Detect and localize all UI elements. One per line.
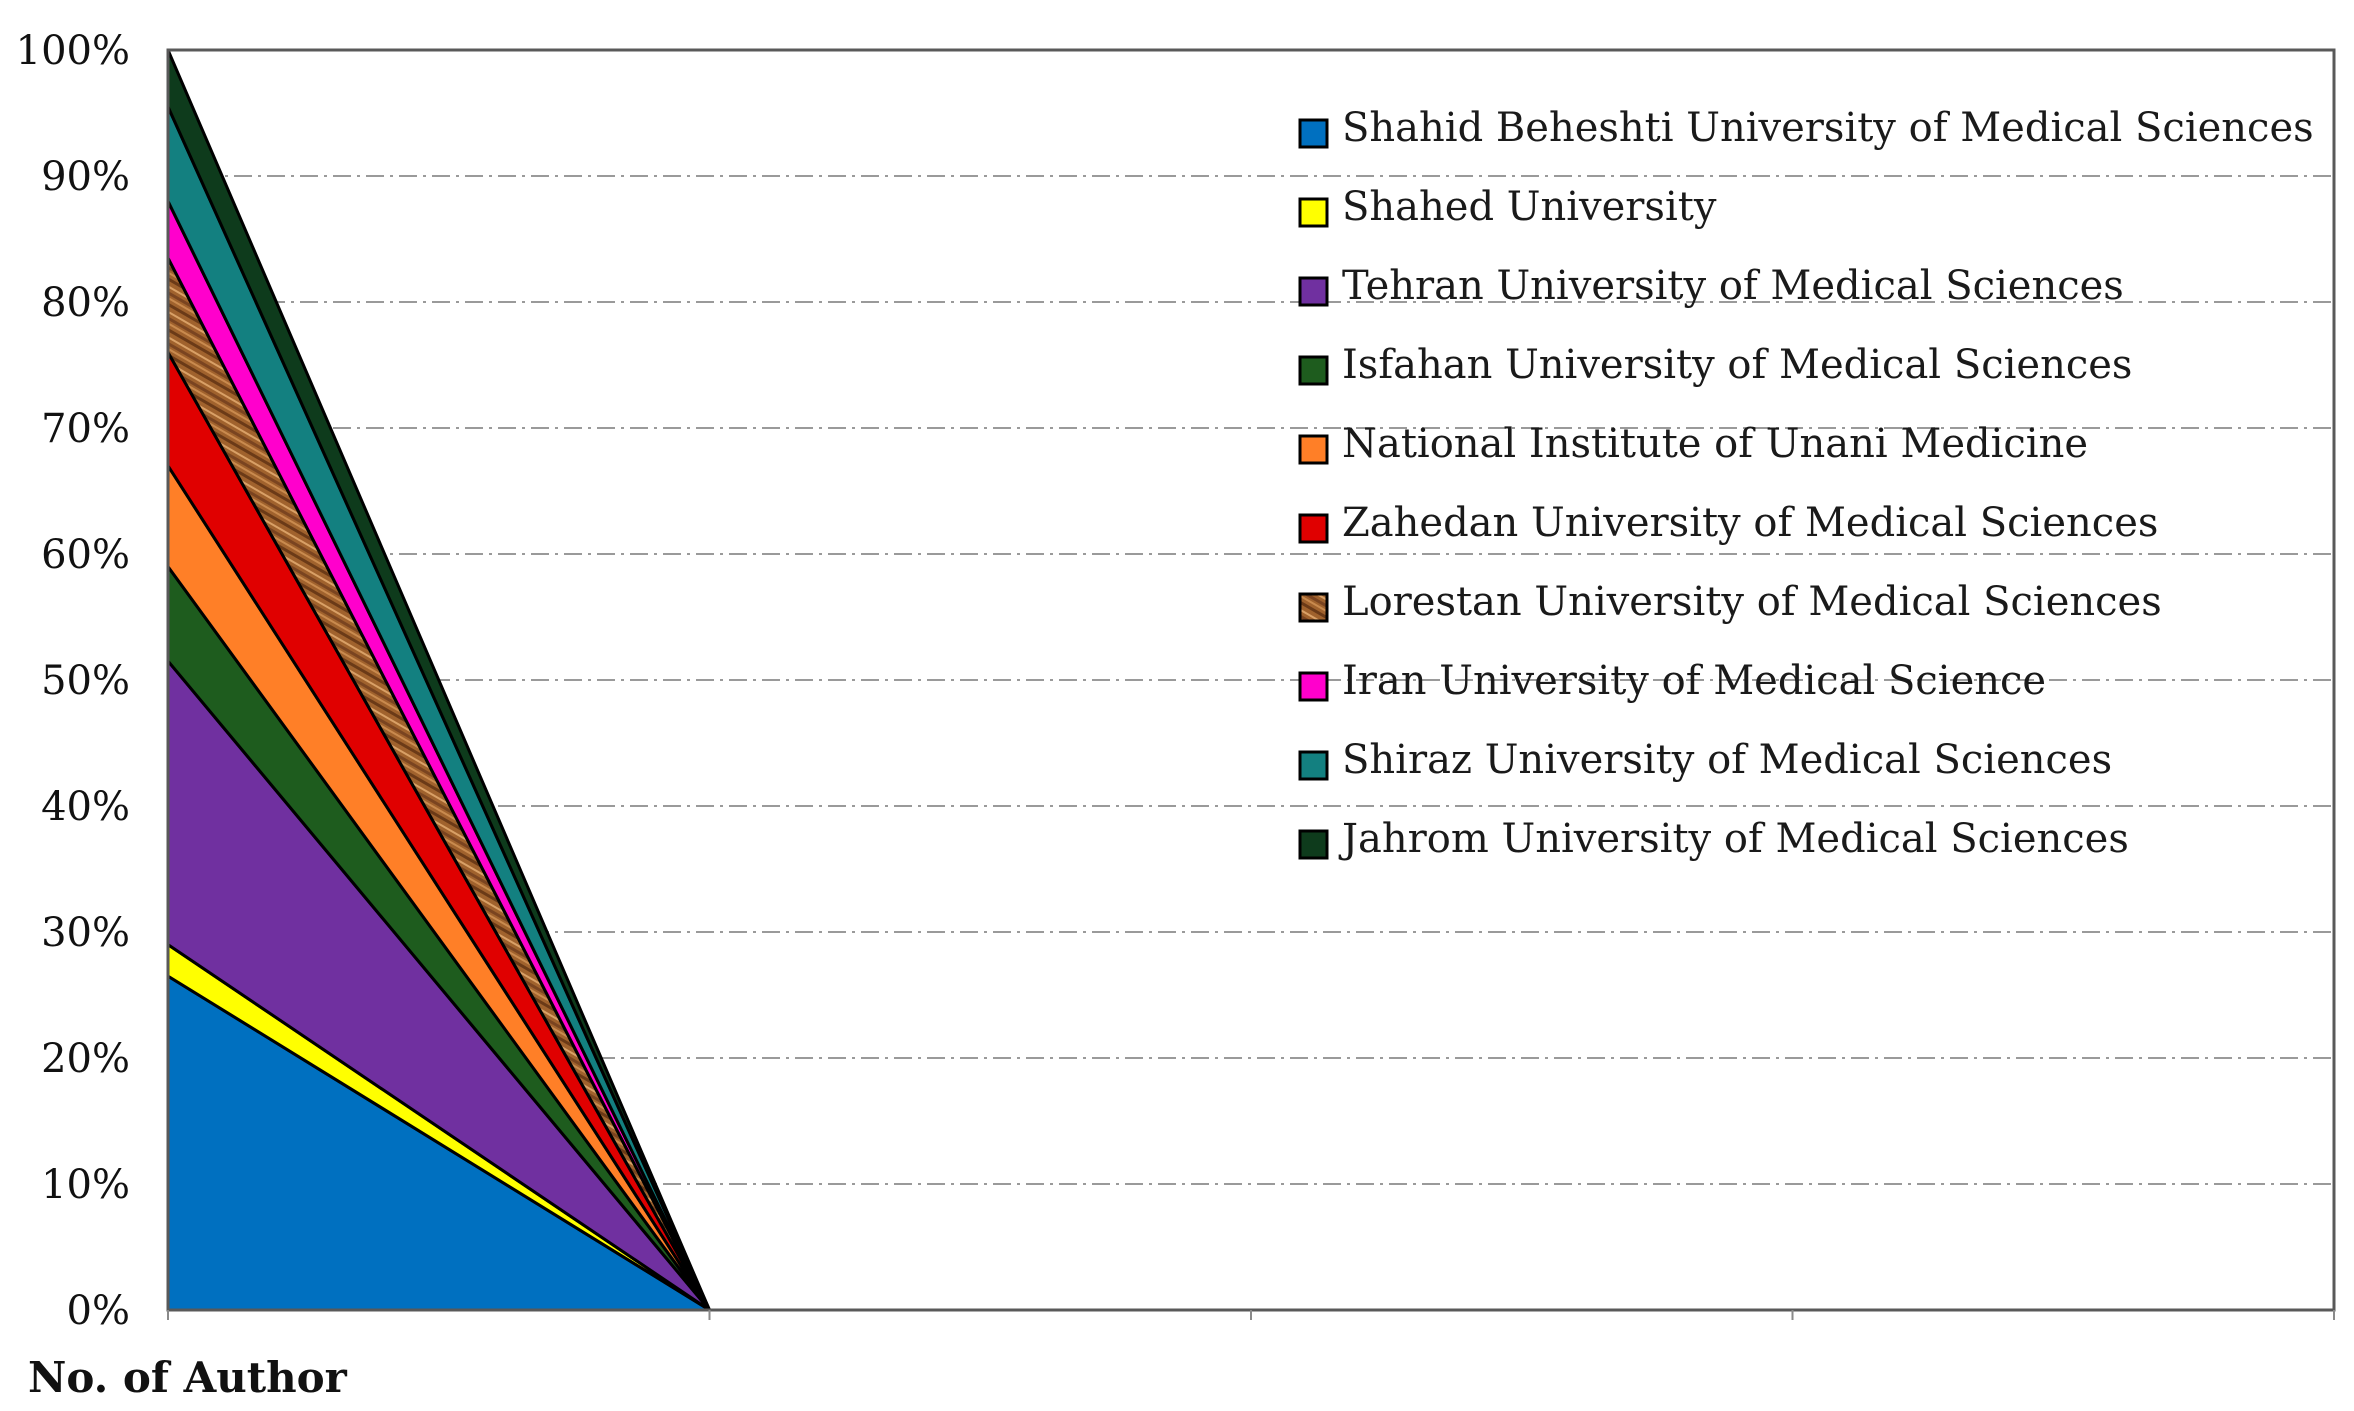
legend-label: Isfahan University of Medical Sciences xyxy=(1342,342,2132,388)
area-series xyxy=(166,48,1794,1312)
y-tick-label: 10% xyxy=(41,1162,130,1208)
y-tick-label: 60% xyxy=(41,532,130,578)
y-tick-label: 90% xyxy=(41,154,130,200)
x-axis-label: No. of Author xyxy=(28,1353,348,1402)
y-tick-label: 80% xyxy=(41,280,130,326)
legend-label: Shahid Beheshti University of Medical Sc… xyxy=(1342,105,2314,151)
legend-label: National Institute of Unani Medicine xyxy=(1342,421,2088,467)
legend-label: Jahrom University of Medical Sciences xyxy=(1338,816,2129,862)
legend-label: Tehran University of Medical Sciences xyxy=(1342,263,2124,309)
legend-swatch xyxy=(1298,592,1329,623)
gridlines xyxy=(168,175,2334,1185)
y-tick-label: 40% xyxy=(41,784,130,830)
legend-swatch xyxy=(1298,355,1329,386)
legend-swatch xyxy=(1298,829,1329,860)
y-axis-tick-labels: 0% 10% 20% 30% 40% 50% 60% 70% 80% 90% 100% xyxy=(16,28,130,1334)
legend-swatch xyxy=(1298,434,1329,465)
y-tick-label: 20% xyxy=(41,1036,130,1082)
y-tick-label: 30% xyxy=(41,910,130,956)
legend-swatch xyxy=(1298,276,1329,307)
legend-swatch xyxy=(1298,671,1329,702)
legend-swatch xyxy=(1298,513,1329,544)
x-axis-ticks xyxy=(167,1310,2335,1320)
y-tick-label: 0% xyxy=(67,1288,130,1334)
legend-label: Iran University of Medical Science xyxy=(1342,658,2046,704)
y-tick-label: 70% xyxy=(41,406,130,452)
legend-label: Shiraz University of Medical Sciences xyxy=(1342,737,2112,783)
legend-swatch xyxy=(1298,197,1329,228)
legend: Shahid Beheshti University of Medical Sc… xyxy=(1298,105,2314,862)
legend-swatch xyxy=(1298,750,1329,781)
legend-label: Zahedan University of Medical Sciences xyxy=(1342,500,2158,546)
y-tick-label: 50% xyxy=(41,658,130,704)
legend-swatch xyxy=(1298,118,1329,149)
legend-label: Lorestan University of Medical Sciences xyxy=(1342,579,2162,625)
y-tick-label: 100% xyxy=(16,28,130,74)
legend-label: Shahed University xyxy=(1342,184,1717,230)
